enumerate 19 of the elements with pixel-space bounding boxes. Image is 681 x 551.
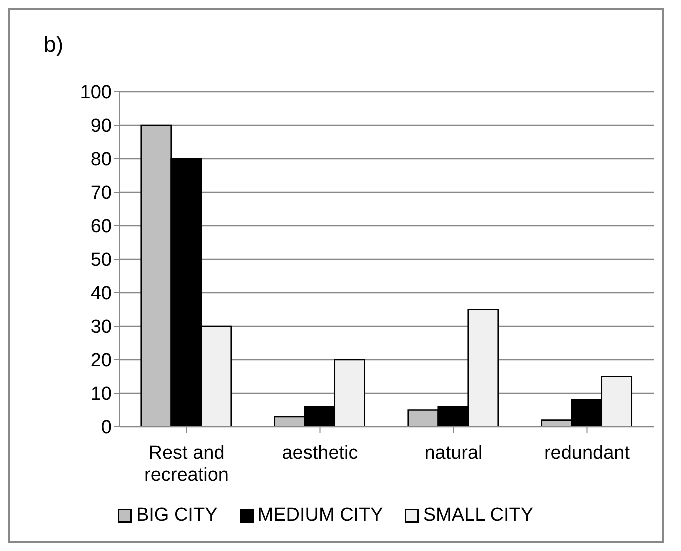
x-tick-label: Rest and recreation <box>144 443 229 486</box>
chart-title: b) <box>44 32 64 58</box>
y-tick-label: 30 <box>90 317 112 338</box>
y-tick-label: 50 <box>90 250 112 272</box>
x-tick-label: aesthetic <box>282 443 358 464</box>
y-tick-label: 90 <box>90 116 112 138</box>
y-tick-label: 10 <box>90 384 112 406</box>
legend-label: BIG CITY <box>136 505 218 527</box>
x-tick-label: redundant <box>544 443 631 464</box>
y-tick-label: 100 <box>80 82 112 104</box>
legend-label: MEDIUM CITY <box>258 505 384 527</box>
legend-label: SMALL CITY <box>423 505 534 527</box>
x-tick-label: natural <box>424 443 483 464</box>
y-tick-label: 20 <box>90 350 112 372</box>
y-tick-label: 0 <box>101 418 112 439</box>
y-tick-label: 40 <box>90 284 112 305</box>
y-tick-label: 70 <box>90 183 112 204</box>
y-tick-label: 60 <box>90 216 112 238</box>
y-tick-label: 80 <box>90 150 112 171</box>
